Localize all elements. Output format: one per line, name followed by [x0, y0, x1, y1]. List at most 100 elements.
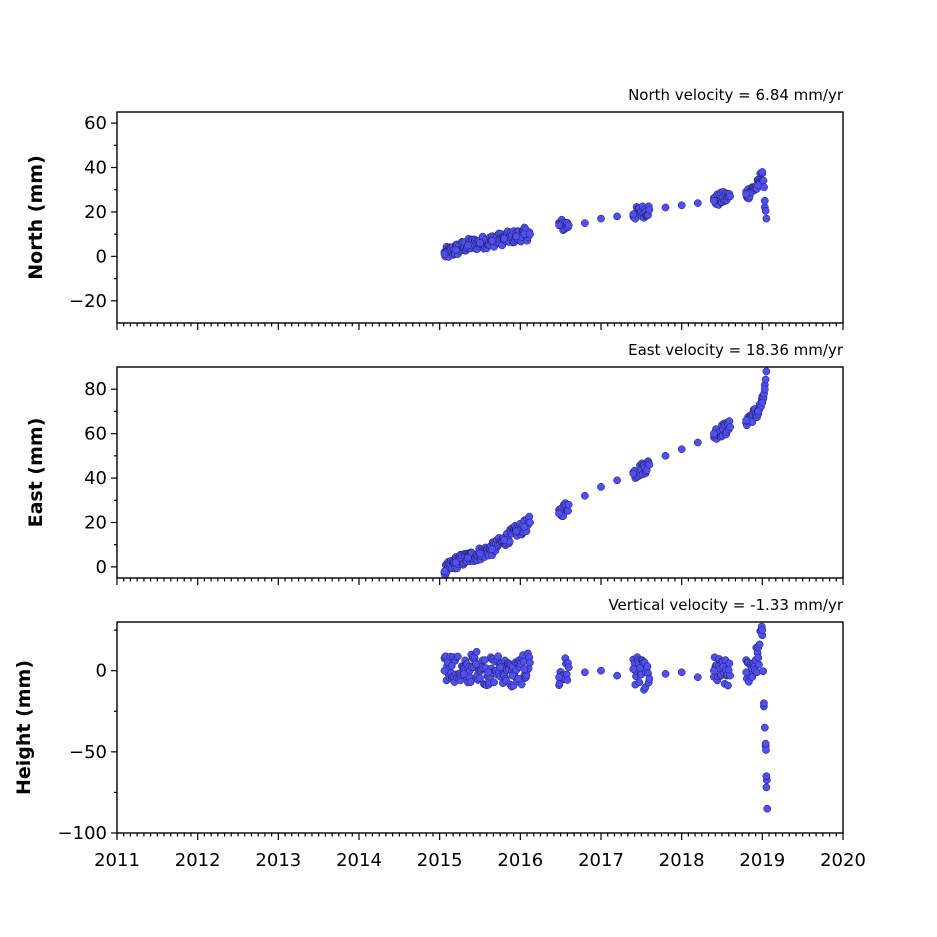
data-point: [581, 219, 589, 227]
data-point: [755, 660, 763, 669]
y-tick-label: −100: [58, 823, 107, 844]
data-point: [761, 207, 770, 215]
data-point: [440, 666, 449, 675]
data-point: [760, 723, 769, 732]
y-axis-label: Height (mm): [13, 660, 35, 795]
data-point: [476, 239, 484, 247]
data-point: [466, 678, 475, 687]
x-tick-label: 2017: [578, 850, 624, 871]
data-point: [597, 483, 605, 491]
data-point: [754, 653, 763, 662]
data-point: [555, 509, 563, 518]
data-point: [526, 658, 534, 667]
data-point: [581, 491, 589, 500]
data-point: [490, 678, 498, 687]
data-point: [526, 230, 534, 239]
x-tick-label: 2018: [659, 850, 705, 871]
data-point: [597, 666, 605, 675]
data-point: [500, 234, 509, 243]
data-point: [761, 375, 770, 384]
data-point: [472, 647, 481, 656]
data-point: [563, 676, 572, 684]
y-tick-label: 60: [84, 424, 107, 445]
data-point: [758, 398, 767, 407]
data-point: [484, 668, 492, 677]
y-tick-label: −50: [69, 742, 107, 763]
data-point: [710, 196, 718, 205]
panel-1: North velocity = 6.84 mm/yr North (mm) −20…: [25, 86, 844, 330]
data-point: [754, 181, 763, 190]
data-point: [758, 626, 767, 634]
x-tick-label: 2016: [497, 850, 543, 871]
data-point: [496, 663, 505, 672]
y-tick-label: −20: [69, 291, 107, 312]
x-tick-label: 2020: [820, 850, 866, 871]
data-point: [762, 772, 771, 781]
data-point: [555, 673, 563, 682]
data-point: [555, 221, 563, 230]
data-point: [645, 460, 654, 469]
data-point: [564, 500, 573, 509]
data-point: [460, 670, 468, 678]
y-tick-label: 80: [84, 379, 107, 400]
data-point: [761, 739, 770, 748]
data-point: [661, 670, 670, 678]
data-point: [693, 199, 702, 207]
data-point: [453, 652, 462, 661]
data-point: [645, 674, 654, 683]
data-point: [488, 545, 496, 553]
data-point: [755, 640, 764, 649]
data-point: [758, 168, 767, 176]
data-point: [635, 678, 644, 687]
data-point: [440, 567, 449, 576]
x-tick-label: 2013: [255, 850, 301, 871]
data-point: [517, 680, 526, 689]
data-point: [760, 699, 768, 708]
data-point: [597, 214, 605, 223]
data-point: [742, 190, 751, 199]
data-point: [508, 671, 517, 680]
data-point: [476, 549, 484, 558]
data-point: [693, 438, 702, 447]
data-point: [762, 367, 771, 376]
data-point: [661, 451, 670, 460]
x-tick-label: 2011: [94, 850, 140, 871]
data-points: [440, 168, 771, 261]
data-point: [629, 469, 638, 478]
data-point: [472, 660, 480, 669]
data-point: [494, 652, 502, 661]
panel-3: Vertical velocity = -1.33 mm/yr Height (m…: [13, 596, 866, 871]
data-point: [512, 527, 521, 536]
x-tick-label: 2015: [417, 850, 463, 871]
panel-title: North velocity = 6.84 mm/yr: [628, 86, 844, 104]
data-point: [677, 201, 686, 210]
data-point: [488, 236, 496, 245]
x-tick-label: 2012: [175, 850, 221, 871]
plot-frame: [116, 621, 844, 834]
data-point: [748, 673, 757, 681]
data-point: [464, 554, 472, 562]
data-point: [726, 423, 734, 431]
data-point: [726, 192, 734, 201]
data-point: [643, 662, 652, 671]
data-point: [451, 558, 460, 567]
data-point: [520, 665, 529, 673]
x-tick-label: 2019: [739, 850, 785, 871]
data-point: [693, 673, 702, 682]
data-point: [440, 250, 449, 258]
data-point: [724, 681, 732, 690]
data-point: [762, 214, 771, 223]
data-point: [760, 196, 769, 205]
data-point: [581, 668, 589, 677]
y-tick-label: 0: [96, 661, 107, 682]
data-point: [726, 671, 734, 680]
y-axis-label: North (mm): [25, 155, 47, 280]
data-points: [440, 367, 771, 578]
data-point: [526, 518, 534, 527]
data-point: [613, 671, 621, 680]
data-point: [613, 212, 621, 221]
data-point: [742, 668, 751, 677]
y-tick-label: 40: [84, 158, 107, 179]
x-tick-label: 2014: [336, 850, 382, 871]
